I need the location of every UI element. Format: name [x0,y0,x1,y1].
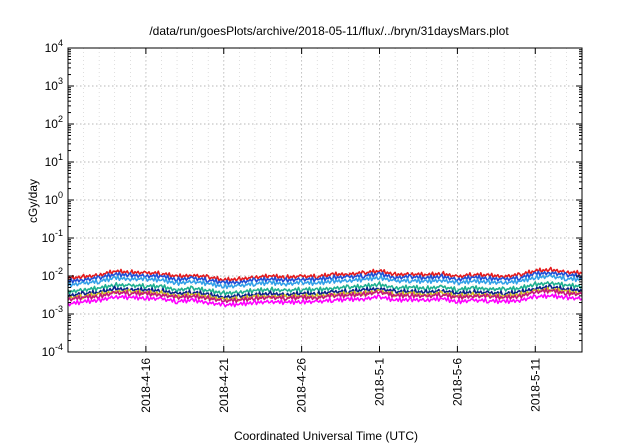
x-tick-label: 2018-4-16 [139,358,153,413]
x-tick-label: 2018-5-11 [528,358,542,412]
y-tick-label: 10-4 [42,342,63,359]
y-tick-label: 10-1 [42,228,63,245]
series-line [67,270,583,286]
y-tick-label: 10-3 [42,304,63,321]
y-tick-label: 100 [45,190,63,207]
series-line [67,280,583,297]
y-tick-label: 101 [45,152,63,169]
y-tick-label: 10-2 [42,266,63,283]
tick-layer: 10-4 10-3 10-2 10-1 100 101 102 103 104 2018-4-16… [42,38,582,413]
x-axis-title: Coordinated Universal Time (UTC) [234,429,418,443]
grid-layer [68,48,582,352]
series-line [67,293,583,308]
series-line [67,274,583,290]
x-tick-label: 2018-5-1 [373,358,387,406]
series-line [67,266,583,283]
series-line [67,287,583,304]
series-layer [67,266,583,308]
y-tick-label: 104 [45,38,63,55]
y-axis-title: cGy/day [26,179,40,223]
x-tick-label: 2018-4-21 [217,358,231,413]
y-tick-label: 102 [45,114,63,131]
chart-title: /data/run/goesPlots/archive/2018-05-11/f… [149,24,509,38]
x-tick-label: 2018-5-6 [450,358,464,406]
x-tick-label: 2018-4-26 [295,358,309,413]
y-tick-label: 103 [45,76,63,93]
